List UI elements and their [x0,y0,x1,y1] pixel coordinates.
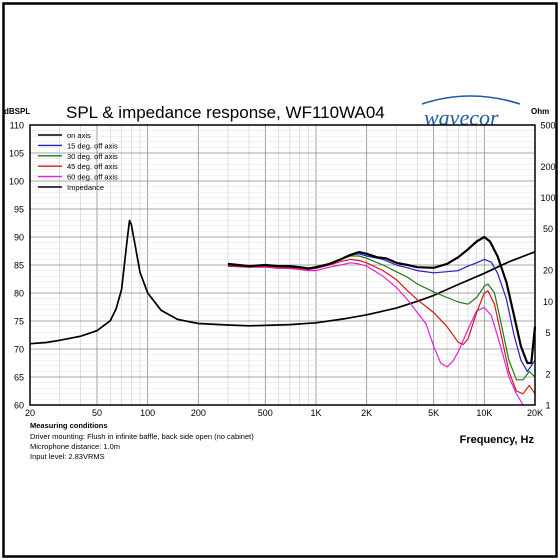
y-tick-label: 60 [14,401,24,411]
y2-tick-label: 500 [540,121,555,131]
series-impedance [29,219,536,345]
legend-label: on axis [67,131,91,140]
x-tick-label: 1K [310,408,321,418]
y2-tick-label: 2 [545,369,550,379]
y-tick-label: 110 [10,121,24,131]
y2-tick-label: 20 [543,266,553,276]
x-tick-label: 200 [191,408,206,418]
x-tick-label: 500 [258,408,273,418]
y-tick-label: 65 [14,373,24,383]
series-60-deg [227,262,524,406]
y-tick-label: 70 [14,345,24,355]
y-tick-label: 85 [14,261,24,271]
x-tick-label: 5K [428,408,439,418]
series-on-axis [227,235,537,365]
x-tick-labels: 20 50 100 200 500 1K 2K 5K 10K 20K [25,408,543,418]
plot-border [29,124,536,406]
conditions-title: Measuring conditions [30,421,108,430]
x-tick-label: 10K [476,408,492,418]
legend-label: Impedance [67,183,104,192]
x-tick-label: 100 [140,408,155,418]
y-left-unit: dBSPL [4,107,30,116]
x-tick-label: 2K [361,408,372,418]
conditions-line-mounting: Driver mounting: Flush in infinite baffl… [30,432,254,441]
legend-label: 60 deg. off axis [67,173,118,182]
y-tick-label: 75 [14,317,24,327]
y-right-tick-labels: 500 200 100 50 20 10 5 2 1 [540,121,555,411]
chart-title: SPL & impedance response, WF110WA04 [66,103,385,122]
y-tick-label: 90 [14,233,24,243]
x-tick-label: 20 [25,408,35,418]
y2-tick-label: 50 [543,224,553,234]
brand-logo: wavecor [424,105,499,130]
x-tick-label: 20K [527,408,543,418]
y-tick-label: 105 [9,149,24,159]
y-left-tick-labels: 110 105 100 95 90 85 80 75 70 65 60 [9,121,24,411]
y2-tick-label: 100 [540,193,555,203]
conditions-line-distance: Microphone distance: 1.0m [30,442,120,451]
y2-tick-label: 10 [543,297,553,307]
y2-tick-label: 5 [545,328,550,338]
legend-label: 30 deg. off axis [67,152,118,161]
logo-swoosh [421,95,521,105]
legend-label: 15 deg. off axis [67,141,118,150]
y-tick-label: 80 [14,289,24,299]
conditions-line-input: Input level: 2.83VRMS [30,452,105,461]
y-tick-label: 95 [14,205,24,215]
series-layer [29,219,537,406]
legend-label: 45 deg. off axis [67,162,118,171]
y2-tick-label: 200 [540,162,555,172]
y-tick-label: 100 [9,177,24,187]
x-axis-label: Frequency, Hz [460,434,535,446]
series-45-deg [227,258,536,395]
y2-tick-label: 1 [545,401,550,411]
y-right-unit: Ohm [531,107,549,116]
x-tick-label: 50 [92,408,102,418]
